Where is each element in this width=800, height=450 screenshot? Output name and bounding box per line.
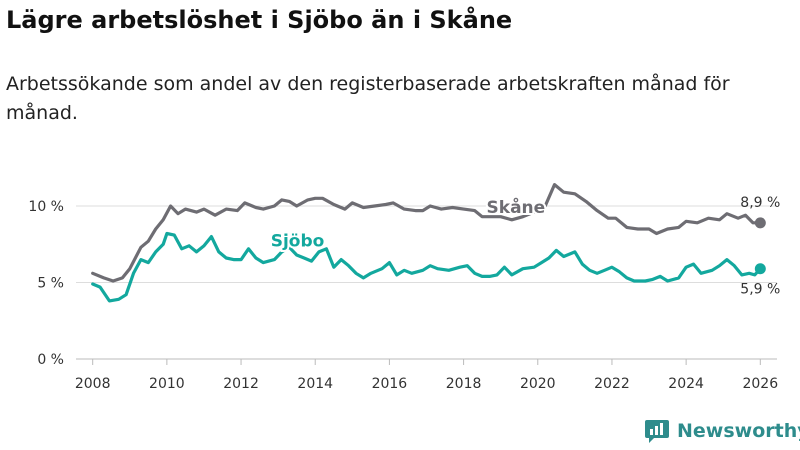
series-line-sjobo (91, 231, 762, 303)
newsworthy-logo-icon (645, 420, 669, 443)
series-end-label-skane: 8,9 % (740, 195, 780, 211)
x-tick-label: 2016 (372, 376, 408, 392)
series-end-label-sjobo: 5,9 % (740, 282, 780, 298)
x-tick-label: 2014 (297, 376, 333, 392)
series-line-skane (91, 183, 762, 283)
x-tick-label: 2024 (668, 376, 704, 392)
y-tick-label: 0 % (37, 352, 64, 368)
series-endpoint-sjobo (754, 263, 766, 275)
chart-title: Lägre arbetslöshet i Sjöbo än i Skåne (6, 6, 513, 34)
series-name-label-sjobo: Sjöbo (271, 232, 325, 252)
x-tick-label: 2020 (520, 376, 556, 392)
x-tick-label: 2008 (75, 376, 111, 392)
chart-subtitle: Arbetssökande som andel av den registerb… (6, 73, 730, 124)
series-name-label-skane: Skåne (487, 196, 546, 218)
x-tick-label: 2018 (446, 376, 482, 392)
brand-name: Newsworthy (677, 420, 800, 442)
x-tick-label: 2026 (742, 376, 778, 392)
y-tick-label: 10 % (28, 199, 64, 215)
brand-logo: Newsworthy (644, 418, 800, 444)
x-tick-label: 2012 (223, 376, 259, 392)
y-tick-label: 5 % (37, 276, 64, 292)
x-tick-label: 2022 (594, 376, 630, 392)
series-endpoint-skane (754, 217, 766, 229)
x-tick-label: 2010 (149, 376, 185, 392)
